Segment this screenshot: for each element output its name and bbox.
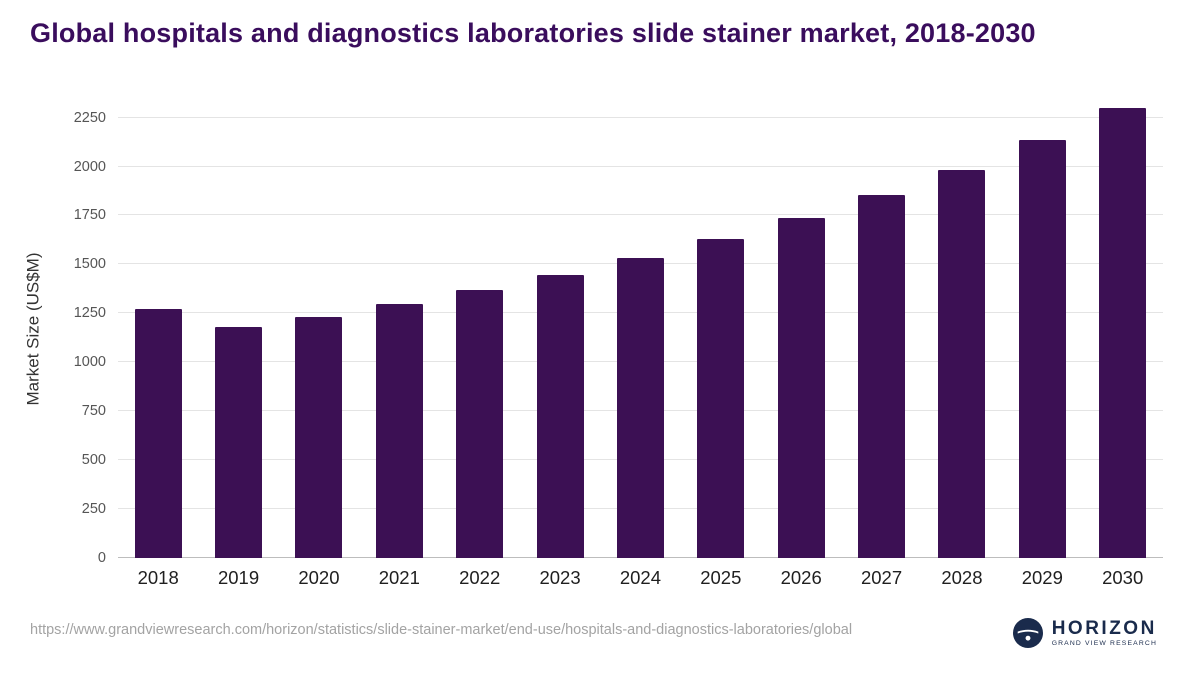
gridline (118, 165, 1163, 167)
bar-2020 (295, 316, 343, 558)
y-axis-label: Market Size (US$M) (24, 252, 43, 406)
y-tick-label: 1250 (73, 305, 106, 322)
bar-2028 (938, 169, 986, 558)
y-axis-ticks: 0 250 500 750 1000 1250 1500 1750 2000 2250 (46, 100, 106, 566)
gridline (118, 116, 1163, 118)
horizon-logo-text: HORIZON GRAND VIEW RESEARCH (1052, 619, 1157, 647)
y-tick-label: 0 (97, 550, 106, 566)
bar-2023 (536, 274, 584, 558)
bar-2025 (697, 239, 745, 558)
y-tick-label: 1750 (73, 207, 106, 224)
y-tick-label: 750 (81, 403, 106, 420)
x-tick-label-2021: 2021 (378, 567, 420, 588)
plot-area (118, 100, 1163, 558)
bar-2027 (858, 194, 906, 558)
x-tick-label-2029: 2029 (1021, 567, 1063, 588)
x-tick-label-2023: 2023 (539, 567, 581, 588)
y-tick-label: 500 (81, 452, 106, 469)
bar-2018 (134, 309, 182, 558)
x-axis-labels: 2018 2019 2020 2021 2022 2023 2024 2025 2026 2027… (118, 567, 1163, 589)
y-tick-label: 1000 (73, 354, 106, 371)
x-tick-label-2019: 2019 (217, 567, 260, 588)
x-tick-label-2024: 2024 (619, 567, 662, 588)
x-tick-label-2028: 2028 (941, 567, 983, 588)
bar-2026 (777, 217, 825, 558)
bar-2022 (456, 290, 504, 558)
bar-2030 (1099, 107, 1147, 558)
x-tick-label-2026: 2026 (780, 567, 822, 588)
y-tick-label: 2250 (73, 109, 106, 126)
bar-series (118, 100, 1163, 558)
bar-2024 (616, 258, 664, 558)
x-tick-label-2030: 2030 (1102, 567, 1144, 588)
y-tick-label: 1500 (73, 256, 106, 273)
x-tick-label-2027: 2027 (860, 567, 903, 588)
logo-title: HORIZON (1051, 618, 1157, 639)
y-tick-label: 250 (81, 501, 106, 518)
bar-2019 (215, 327, 263, 558)
x-tick-label-2018: 2018 (137, 567, 179, 588)
x-tick-label-2025: 2025 (700, 567, 742, 588)
x-tick-label-2020: 2020 (298, 567, 340, 588)
bar-2029 (1018, 140, 1066, 558)
horizon-logo-icon (1012, 618, 1043, 648)
horizon-logo: HORIZON GRAND VIEW RESEARCH (1012, 618, 1157, 648)
page-title: Global hospitals and diagnostics laborat… (30, 18, 1036, 48)
x-tick-label-2022: 2022 (459, 567, 501, 588)
bar-2021 (375, 304, 423, 558)
source-url: https://www.grandviewresearch.com/horizo… (30, 622, 853, 638)
y-tick-label: 2000 (73, 158, 106, 175)
logo-subtitle: GRAND VIEW RESEARCH (1051, 640, 1157, 647)
gridline (118, 214, 1163, 216)
